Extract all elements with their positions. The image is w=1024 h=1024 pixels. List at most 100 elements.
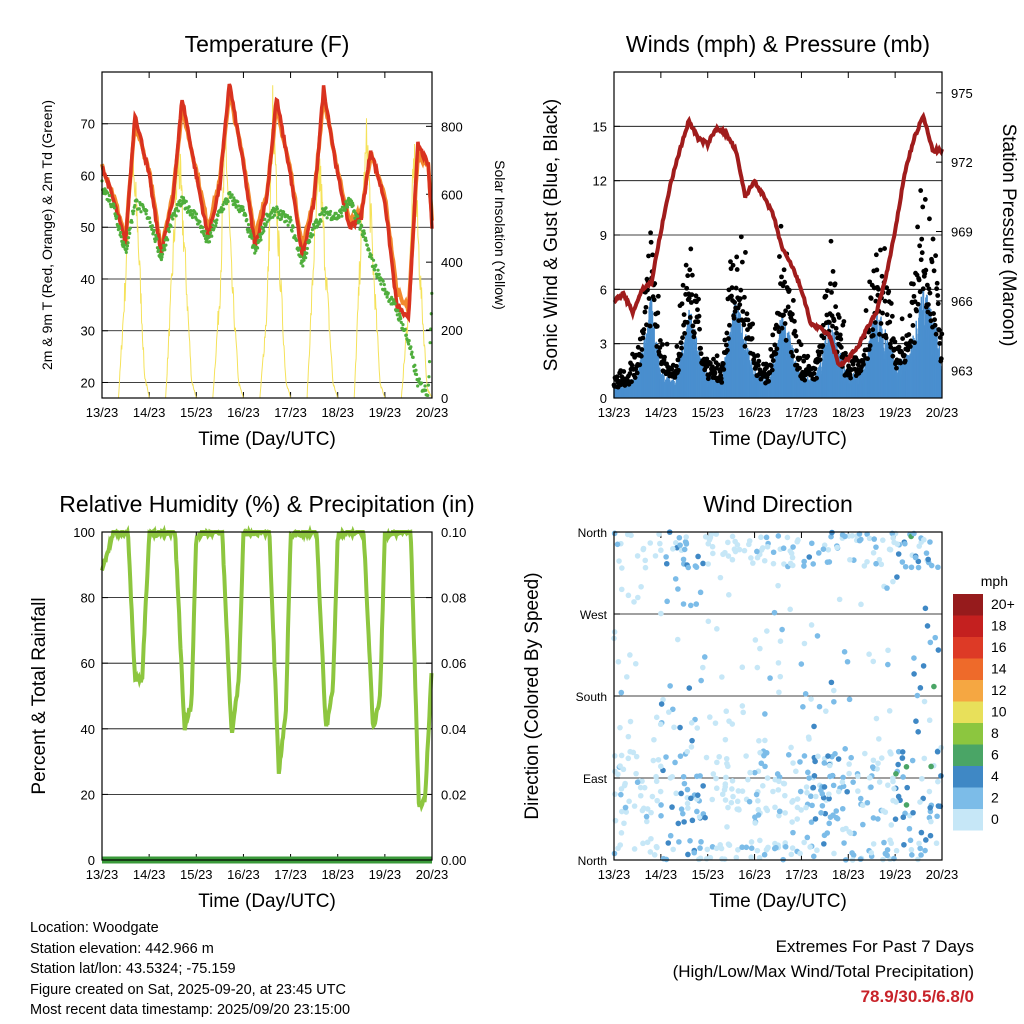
dewpoint-point	[162, 245, 166, 249]
dewpoint-point	[314, 218, 319, 222]
y-tick-label: 0	[88, 853, 95, 868]
gust-point	[933, 331, 939, 337]
direction-point	[667, 832, 674, 839]
gust-point	[680, 335, 685, 341]
direction-point	[764, 775, 771, 781]
direction-point	[901, 841, 907, 848]
y-tick-label: 60	[81, 168, 95, 183]
dewpoint-point	[262, 229, 266, 233]
direction-point	[713, 531, 720, 537]
dewpoint-points	[100, 179, 434, 398]
dewpoint-point	[139, 210, 143, 214]
dewpoint-point	[345, 202, 349, 207]
direction-point	[812, 758, 818, 765]
dewpoint-point	[352, 209, 356, 213]
dewpoint-point	[254, 249, 258, 253]
direction-point	[823, 708, 829, 714]
dewpoint-point	[241, 205, 245, 209]
direction-point	[751, 769, 758, 776]
dewpoint-point	[426, 393, 430, 398]
direction-point	[709, 543, 716, 550]
dewpoint-point	[207, 240, 212, 244]
dewpoint-point	[284, 219, 289, 223]
legend-title: mph	[981, 573, 1008, 589]
direction-point	[677, 542, 683, 548]
dewpoint-point	[344, 200, 348, 204]
direction-point	[797, 759, 803, 765]
legend-swatch	[953, 594, 983, 616]
direction-point	[801, 640, 808, 647]
gust-point	[890, 353, 896, 359]
dewpoint-point	[245, 217, 249, 222]
x-axis-label: Time (Day/UTC)	[709, 891, 847, 912]
gust-point	[682, 330, 688, 336]
gust-point	[867, 343, 873, 349]
direction-point	[785, 751, 792, 758]
gust-point	[678, 340, 684, 346]
direction-point	[922, 847, 928, 854]
direction-point	[705, 561, 711, 567]
gust-point	[646, 296, 652, 301]
gust-point	[907, 344, 913, 349]
direction-point	[938, 773, 944, 779]
x-tick-label: 14/23	[645, 405, 678, 420]
dewpoint-point	[221, 203, 225, 207]
gust-point	[684, 285, 690, 291]
direction-point	[695, 553, 701, 560]
direction-point	[816, 550, 822, 556]
gust-point	[894, 365, 899, 371]
x-axis-label: Time (Day/UTC)	[198, 891, 336, 912]
direction-point	[658, 610, 664, 617]
gust-point	[680, 282, 686, 288]
direction-point	[627, 748, 633, 755]
gust-point	[772, 342, 778, 348]
direction-point	[689, 817, 696, 824]
direction-point	[927, 539, 933, 545]
direction-point	[789, 819, 795, 825]
direction-point	[891, 785, 897, 792]
direction-point	[869, 764, 876, 770]
gust-point	[915, 224, 920, 230]
direction-point	[748, 845, 755, 851]
gust-point	[934, 286, 940, 292]
gust-point	[755, 362, 761, 368]
direction-point	[925, 556, 931, 563]
elevation-text: Station elevation: 442.966 m	[30, 940, 214, 957]
x-tick-label: 18/23	[832, 867, 865, 882]
dewpoint-point	[160, 255, 164, 259]
dewpoint-point	[291, 225, 295, 229]
direction-point	[770, 788, 776, 795]
direction-point	[680, 601, 687, 607]
gust-point	[737, 296, 743, 302]
direction-point	[634, 779, 641, 786]
gust-point	[911, 281, 916, 287]
direction-point	[908, 846, 915, 853]
gust-point	[762, 370, 767, 376]
dewpoint-point	[386, 291, 390, 295]
gust-point	[646, 253, 651, 259]
direction-point	[824, 559, 831, 565]
direction-point	[903, 802, 910, 808]
dewpoint-point	[334, 211, 338, 215]
gust-point	[802, 377, 808, 383]
direction-point	[920, 795, 926, 802]
gust-point	[918, 188, 924, 193]
gust-point	[719, 379, 725, 385]
direction-point	[836, 596, 843, 603]
dewpoint-point	[339, 211, 343, 215]
direction-point	[876, 556, 883, 563]
direction-point	[625, 592, 632, 599]
direction-point	[819, 802, 826, 809]
dewpoint-point	[108, 198, 112, 202]
direction-point	[693, 601, 700, 607]
direction-point	[858, 601, 864, 608]
direction-point	[670, 706, 676, 713]
direction-point	[748, 555, 754, 561]
dewpoint-point	[376, 268, 380, 272]
gust-point	[926, 302, 931, 307]
gust-point	[774, 346, 780, 352]
dewpoint-point	[125, 244, 130, 248]
direction-point	[757, 749, 763, 756]
dewpoint-point	[383, 287, 387, 291]
gust-point	[769, 367, 775, 373]
